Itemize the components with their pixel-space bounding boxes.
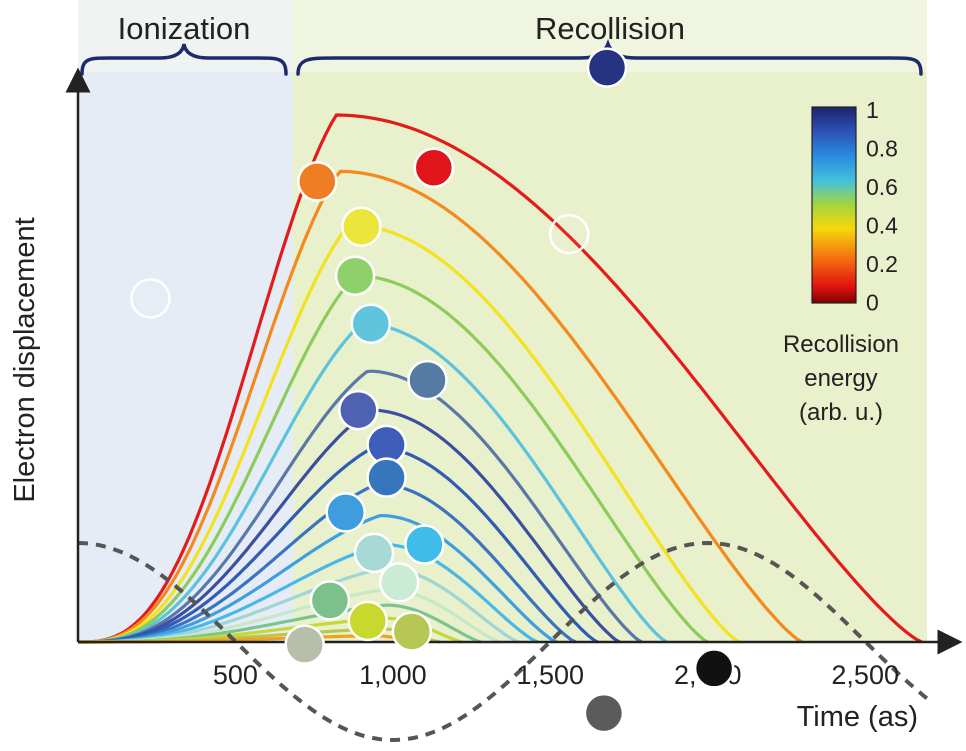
- colorbar-title-line2: energy: [804, 365, 877, 392]
- x-tick-label-0: 500: [213, 660, 258, 690]
- marker-8: [366, 457, 407, 498]
- marker-14: [347, 600, 388, 642]
- y-axis-title: Electron displacement: [9, 217, 41, 502]
- colorbar-title-line1: Recollision: [783, 331, 899, 358]
- colorbar-tick-1: 0.8: [866, 136, 898, 162]
- trajectory-line-2: [78, 222, 741, 644]
- marker-9: [325, 492, 366, 533]
- x-axis-title: Time (as): [797, 701, 918, 733]
- header-band: [78, 0, 927, 72]
- marker-2: [341, 206, 382, 247]
- marker-4: [350, 303, 392, 344]
- colorbar-tick-0: 1: [866, 97, 879, 123]
- colorbar-tick-2: 0.6: [866, 174, 898, 200]
- marker-1: [297, 161, 338, 202]
- ionization-brace: [80, 43, 288, 76]
- colorbar: [811, 106, 857, 304]
- x-tick-label-1: 1,000: [359, 660, 427, 690]
- marker-21: [130, 278, 171, 319]
- driving-field-line: [77, 540, 930, 743]
- colorbar-tick-3: 0.4: [866, 213, 898, 239]
- x-tick-label-2: 1,500: [517, 660, 585, 690]
- marker-18: [583, 692, 625, 734]
- marker-11: [353, 532, 395, 574]
- marker-12: [378, 562, 420, 603]
- marker-13: [309, 580, 351, 621]
- colorbar-tick-4: 0.2: [866, 251, 898, 277]
- recollision-label: Recollision: [535, 11, 685, 46]
- trajectory-line-7: [78, 445, 599, 644]
- recollision-brace: [296, 39, 923, 76]
- trajectory-line-5: [78, 369, 643, 644]
- trajectory-line-9: [78, 514, 558, 644]
- x-tick-label-4: 2,500: [831, 660, 899, 690]
- ionization-label: Ionization: [118, 11, 251, 46]
- marker-17: [693, 648, 735, 689]
- marker-0: [413, 147, 455, 188]
- marker-16: [284, 624, 325, 665]
- trajectory-line-0: [78, 113, 923, 644]
- marker-19: [586, 47, 628, 88]
- marker-15: [391, 611, 433, 652]
- colorbar-tick-5: 0: [866, 290, 879, 316]
- marker-6: [338, 389, 379, 431]
- colorbar-ticks: 1 0.8 0.6 0.4 0.2 0: [866, 97, 898, 316]
- colorbar-title-line3: (arb. u.): [799, 399, 883, 426]
- recollision-markers: [130, 47, 735, 734]
- trajectory-line-3: [78, 274, 709, 644]
- marker-20: [548, 213, 590, 255]
- marker-3: [334, 255, 376, 296]
- marker-10: [404, 524, 445, 565]
- marker-5: [407, 359, 448, 401]
- trajectory-line-1: [78, 169, 803, 644]
